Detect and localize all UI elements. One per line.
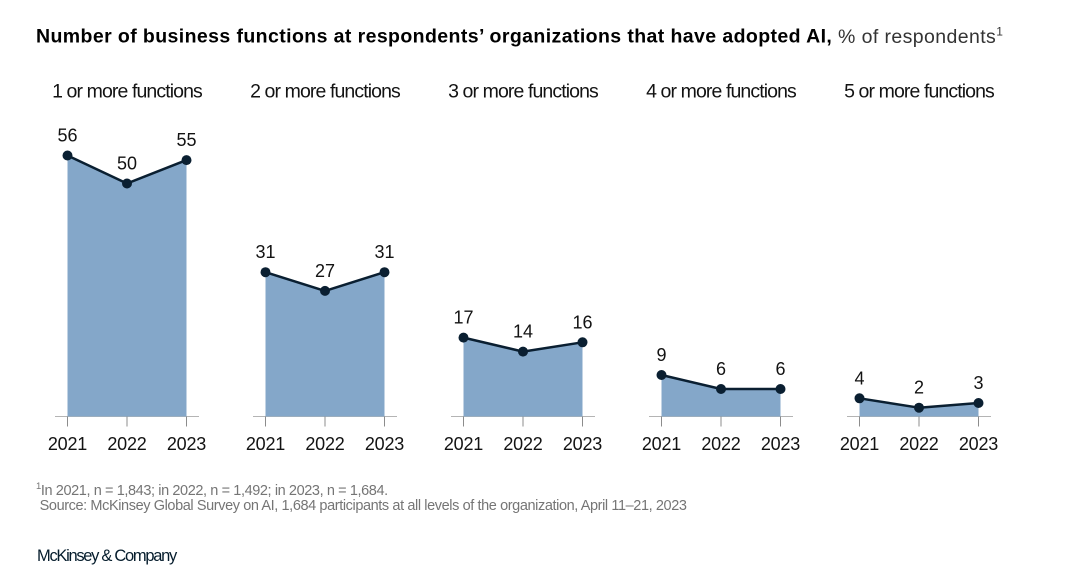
svg-text:2023: 2023 — [959, 434, 998, 454]
svg-text:17: 17 — [453, 308, 473, 328]
svg-text:4: 4 — [854, 368, 864, 388]
svg-text:2022: 2022 — [107, 434, 146, 454]
svg-text:2 or more functions: 2 or more functions — [250, 80, 401, 102]
svg-text:2021: 2021 — [48, 434, 87, 454]
svg-text:2022: 2022 — [899, 434, 938, 454]
svg-text:14: 14 — [513, 322, 533, 342]
svg-text:31: 31 — [255, 242, 275, 262]
svg-text:56: 56 — [57, 126, 77, 146]
svg-text:16: 16 — [572, 312, 592, 332]
svg-text:9: 9 — [656, 345, 666, 365]
svg-text:5 or more functions: 5 or more functions — [844, 80, 995, 102]
svg-text:2021: 2021 — [840, 434, 879, 454]
svg-text:2022: 2022 — [701, 434, 740, 454]
svg-text:3: 3 — [973, 373, 983, 393]
svg-text:2023: 2023 — [167, 434, 206, 454]
svg-text:2023: 2023 — [761, 434, 800, 454]
svg-text:2021: 2021 — [246, 434, 285, 454]
svg-text:2023: 2023 — [563, 434, 602, 454]
svg-text:2022: 2022 — [503, 434, 542, 454]
svg-text:2021: 2021 — [642, 434, 681, 454]
svg-text:2023: 2023 — [365, 434, 404, 454]
svg-text:6: 6 — [775, 359, 785, 379]
svg-text:2: 2 — [914, 378, 924, 398]
svg-text:50: 50 — [117, 154, 137, 174]
svg-text:27: 27 — [315, 261, 335, 281]
svg-text:55: 55 — [176, 130, 196, 150]
svg-text:2022: 2022 — [305, 434, 344, 454]
svg-text:6: 6 — [716, 359, 726, 379]
svg-text:4 or more functions: 4 or more functions — [646, 80, 797, 102]
svg-text:2021: 2021 — [444, 434, 483, 454]
svg-text:3 or more functions: 3 or more functions — [448, 80, 599, 102]
svg-text:1 or more functions: 1 or more functions — [52, 80, 203, 102]
svg-text:31: 31 — [374, 242, 394, 262]
